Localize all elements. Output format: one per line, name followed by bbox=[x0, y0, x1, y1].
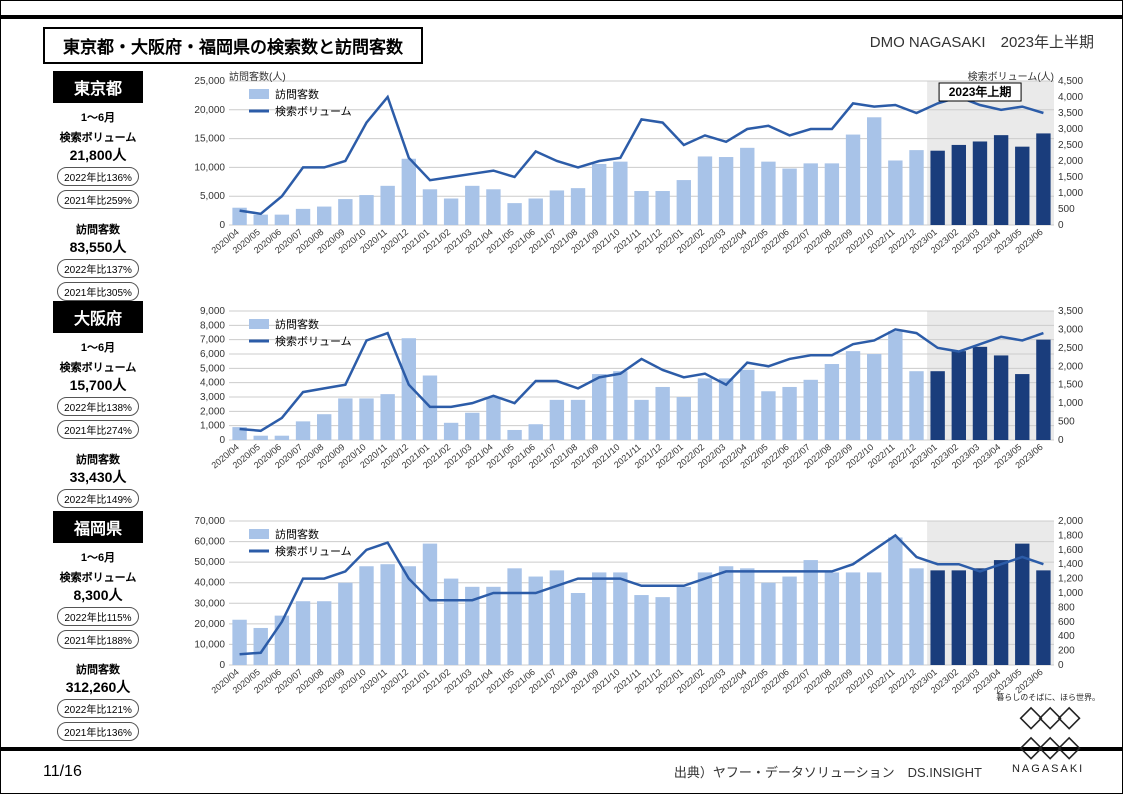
pref-name: 東京都 bbox=[53, 71, 143, 103]
svg-text:3,500: 3,500 bbox=[1058, 306, 1083, 317]
svg-text:検索ボリューム: 検索ボリューム bbox=[275, 104, 352, 118]
svg-text:20,000: 20,000 bbox=[194, 105, 225, 116]
svg-text:検索ボリューム: 検索ボリューム bbox=[275, 544, 352, 558]
pref-block-0: 東京都1～6月検索ボリューム21,800人2022年比136%2021年比259… bbox=[23, 71, 173, 303]
svg-text:2023年上期: 2023年上期 bbox=[949, 84, 1012, 99]
svg-text:1,500: 1,500 bbox=[1058, 380, 1083, 391]
svg-text:30,000: 30,000 bbox=[194, 598, 225, 609]
svg-text:4,000: 4,000 bbox=[1058, 92, 1083, 103]
svg-text:4,000: 4,000 bbox=[200, 378, 225, 389]
svg-text:50,000: 50,000 bbox=[194, 557, 225, 568]
page-title: 東京都・大阪府・福岡県の検索数と訪問客数 bbox=[43, 27, 423, 64]
svg-text:0: 0 bbox=[1058, 435, 1064, 446]
svg-text:検索ボリューム: 検索ボリューム bbox=[275, 334, 352, 348]
svg-text:1,200: 1,200 bbox=[1058, 574, 1083, 585]
svg-text:2,000: 2,000 bbox=[1058, 156, 1083, 167]
svg-text:訪問客数: 訪問客数 bbox=[275, 87, 319, 101]
svg-text:10,000: 10,000 bbox=[194, 639, 225, 650]
svg-text:訪問客数: 訪問客数 bbox=[275, 527, 319, 541]
svg-text:400: 400 bbox=[1058, 631, 1075, 642]
svg-text:1,800: 1,800 bbox=[1058, 530, 1083, 541]
svg-text:2,000: 2,000 bbox=[1058, 516, 1083, 527]
svg-text:25,000: 25,000 bbox=[194, 76, 225, 87]
svg-text:訪問客数: 訪問客数 bbox=[275, 317, 319, 331]
svg-text:1,000: 1,000 bbox=[1058, 588, 1083, 599]
svg-text:200: 200 bbox=[1058, 646, 1075, 657]
svg-text:800: 800 bbox=[1058, 602, 1075, 613]
svg-text:3,000: 3,000 bbox=[200, 392, 225, 403]
svg-text:1,000: 1,000 bbox=[1058, 398, 1083, 409]
svg-text:500: 500 bbox=[1058, 204, 1075, 215]
pref-block-1: 大阪府1～6月検索ボリューム15,700人2022年比138%2021年比274… bbox=[23, 301, 173, 533]
svg-text:1,600: 1,600 bbox=[1058, 545, 1083, 556]
pref-block-2: 福岡県1～6月検索ボリューム8,300人2022年比115%2021年比188%… bbox=[23, 511, 173, 743]
svg-text:500: 500 bbox=[1058, 417, 1075, 428]
svg-text:5,000: 5,000 bbox=[200, 191, 225, 202]
chart-2: 0 10,000 20,000 30,000 40,000 50,000 60,000 70,… bbox=[179, 511, 1104, 711]
svg-text:9,000: 9,000 bbox=[200, 306, 225, 317]
svg-text:0: 0 bbox=[219, 660, 225, 671]
chart-1: 0 1,000 2,000 3,000 4,000 5,000 6,000 7,000 8,00… bbox=[179, 301, 1104, 486]
svg-text:2,000: 2,000 bbox=[200, 406, 225, 417]
svg-text:検索ボリューム(人): 検索ボリューム(人) bbox=[968, 71, 1054, 83]
svg-text:3,000: 3,000 bbox=[1058, 124, 1083, 135]
svg-text:60,000: 60,000 bbox=[194, 537, 225, 548]
svg-text:2,000: 2,000 bbox=[1058, 361, 1083, 372]
svg-text:訪問客数(人): 訪問客数(人) bbox=[229, 71, 286, 83]
svg-text:0: 0 bbox=[1058, 660, 1064, 671]
page-number: 11/16 bbox=[43, 763, 82, 781]
svg-text:1,000: 1,000 bbox=[1058, 188, 1083, 199]
svg-text:2,500: 2,500 bbox=[1058, 140, 1083, 151]
svg-text:40,000: 40,000 bbox=[194, 578, 225, 589]
svg-text:3,500: 3,500 bbox=[1058, 108, 1083, 119]
svg-text:3,000: 3,000 bbox=[1058, 324, 1083, 335]
pref-name: 福岡県 bbox=[53, 511, 143, 543]
svg-text:0: 0 bbox=[219, 220, 225, 231]
credit: 出典）ヤフー・データソリューション DS.INSIGHT bbox=[674, 762, 982, 781]
svg-text:1,500: 1,500 bbox=[1058, 172, 1083, 183]
svg-text:2,500: 2,500 bbox=[1058, 343, 1083, 354]
svg-text:7,000: 7,000 bbox=[200, 335, 225, 346]
pref-name: 大阪府 bbox=[53, 301, 143, 333]
svg-text:0: 0 bbox=[219, 435, 225, 446]
chart-0: 0 5,000 10,000 15,000 20,000 25,000 0 500 1,000 1… bbox=[179, 71, 1104, 271]
svg-text:1,400: 1,400 bbox=[1058, 559, 1083, 570]
svg-text:6,000: 6,000 bbox=[200, 349, 225, 360]
svg-text:600: 600 bbox=[1058, 617, 1075, 628]
svg-text:20,000: 20,000 bbox=[194, 619, 225, 630]
svg-text:15,000: 15,000 bbox=[194, 134, 225, 145]
svg-text:1,000: 1,000 bbox=[200, 421, 225, 432]
svg-text:8,000: 8,000 bbox=[200, 320, 225, 331]
header-right: DMO NAGASAKI 2023年上半期 bbox=[870, 31, 1094, 52]
svg-text:4,500: 4,500 bbox=[1058, 76, 1083, 87]
svg-text:5,000: 5,000 bbox=[200, 363, 225, 374]
nagasaki-logo: 暮らしのそばに、ほら世界。 ◇◇◇◇◇◇ NAGASAKI bbox=[996, 694, 1100, 775]
svg-text:70,000: 70,000 bbox=[194, 516, 225, 527]
svg-text:10,000: 10,000 bbox=[194, 162, 225, 173]
svg-text:0: 0 bbox=[1058, 220, 1064, 231]
